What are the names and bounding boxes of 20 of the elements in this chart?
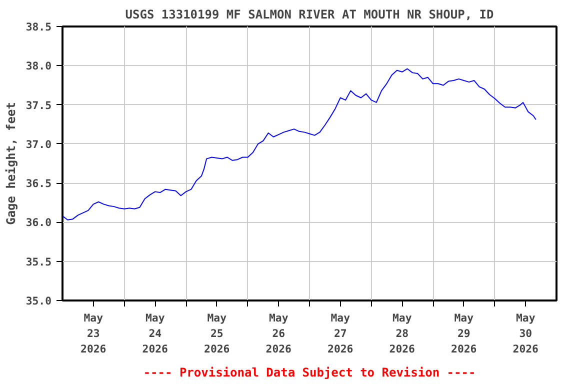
x-tick-label: May 29 2026 xyxy=(451,312,477,356)
x-tick-label: May 26 2026 xyxy=(266,312,292,356)
x-tick-label: May 30 2026 xyxy=(512,312,538,356)
y-tick-label: 37.5 xyxy=(26,98,52,112)
y-tick-label: 35.5 xyxy=(26,255,52,268)
x-tick-label: May 23 2026 xyxy=(80,312,106,356)
x-tick-label: May 25 2026 xyxy=(204,312,230,356)
y-tick-label: 36.5 xyxy=(26,177,52,190)
y-tick-label: 38.5 xyxy=(26,20,52,34)
y-tick-label: 37.0 xyxy=(26,138,52,151)
x-tick-label: May 28 2026 xyxy=(389,312,415,356)
y-tick-label: 35.0 xyxy=(26,294,52,308)
chart-title: USGS 13310199 MF SALMON RIVER AT MOUTH NR SHOUP, ID xyxy=(125,8,494,22)
x-tick-label: May 24 2026 xyxy=(142,312,168,356)
line-series xyxy=(62,68,536,220)
y-tick-label: 36.0 xyxy=(26,216,52,230)
y-axis-title: Gage height, feet xyxy=(4,102,18,225)
x-tick-label: May 27 2026 xyxy=(328,312,354,356)
text: ---- Provisional Data Subject to Revision ---- xyxy=(143,366,476,380)
y-tick-label: 38.0 xyxy=(26,60,52,73)
